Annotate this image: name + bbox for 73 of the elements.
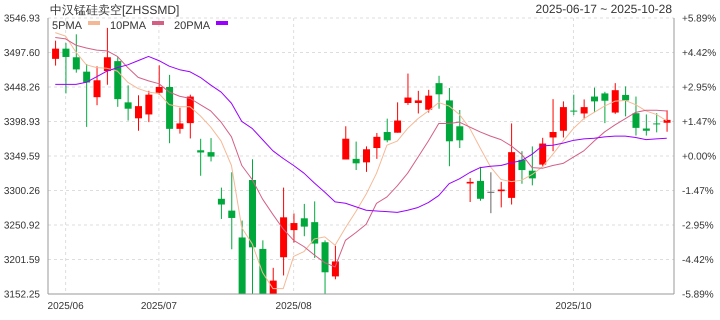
candlestick bbox=[466, 178, 474, 203]
y-tick-label: 3398.93 bbox=[4, 117, 40, 128]
candlestick bbox=[342, 126, 350, 160]
candlestick bbox=[560, 100, 567, 138]
candlestick bbox=[363, 146, 370, 172]
candlestick bbox=[218, 187, 225, 220]
y2-tick-label: -2.95% bbox=[682, 220, 714, 232]
candlestick bbox=[83, 63, 90, 128]
y2-tick-label: +2.95% bbox=[682, 82, 716, 94]
y-tick-label: 3201.59 bbox=[4, 255, 40, 266]
candlestick bbox=[653, 112, 660, 133]
y-tick-label: 3349.59 bbox=[4, 152, 40, 163]
candlestick bbox=[518, 150, 526, 184]
legend-label: 20PMA bbox=[174, 20, 210, 32]
candlestick bbox=[456, 109, 464, 149]
candlestick bbox=[404, 73, 412, 106]
y-tick-label: 3497.60 bbox=[4, 48, 40, 60]
y-tick-label: 3300.26 bbox=[4, 186, 40, 198]
candlestick bbox=[539, 137, 546, 168]
y-tick-label: 3152.25 bbox=[4, 290, 40, 301]
candlestick bbox=[332, 245, 339, 280]
candlestick bbox=[612, 82, 619, 114]
y2-tick-label: -5.89% bbox=[682, 290, 714, 301]
candlestick bbox=[580, 98, 588, 120]
candlestick bbox=[622, 86, 630, 117]
candlestick bbox=[436, 75, 443, 110]
y2-tick-label: +4.42% bbox=[682, 48, 716, 59]
candlestick bbox=[498, 181, 505, 208]
y2-tick-label: +5.89% bbox=[682, 14, 716, 25]
candlestick bbox=[414, 90, 422, 114]
candlestick bbox=[124, 84, 132, 122]
candlestick bbox=[394, 102, 402, 134]
candlestick bbox=[352, 141, 360, 171]
candlestick bbox=[156, 64, 163, 96]
candlestick bbox=[208, 138, 215, 162]
candlestick bbox=[52, 40, 60, 66]
candlestick bbox=[632, 96, 640, 136]
candlestick bbox=[477, 166, 484, 202]
candlestick bbox=[550, 98, 557, 152]
x-tick-label: 2025/08 bbox=[276, 301, 312, 312]
x-tick-label: 2025/07 bbox=[140, 301, 178, 312]
candlestick bbox=[228, 172, 236, 250]
candlestick bbox=[300, 203, 308, 237]
legend-label: 5PMA bbox=[52, 20, 82, 32]
candlestick bbox=[72, 34, 80, 74]
legend-label: 10PMA bbox=[110, 20, 146, 32]
candlestick bbox=[570, 94, 578, 116]
x-tick-label: 2025/10 bbox=[555, 301, 592, 312]
candlestick bbox=[487, 172, 494, 214]
chart-subtitle: 2025-06-17 ~ 2025-10-28 bbox=[536, 2, 672, 16]
y2-tick-label: +0.00% bbox=[682, 152, 716, 163]
candlestick bbox=[145, 90, 152, 123]
y2-tick-label: +1.47% bbox=[682, 117, 716, 128]
candlestick bbox=[384, 118, 391, 143]
candlestick bbox=[94, 66, 101, 106]
line-series bbox=[54, 56, 668, 213]
y2-tick-label: -4.42% bbox=[682, 255, 714, 266]
candlestick bbox=[134, 94, 142, 132]
y-tick-label: 3448.26 bbox=[4, 82, 40, 94]
candlestick bbox=[373, 132, 380, 160]
y-tick-label: 3546.93 bbox=[4, 14, 40, 25]
candlestick bbox=[290, 212, 298, 244]
candlestick bbox=[591, 87, 598, 114]
candlestick bbox=[601, 91, 608, 124]
candlestick bbox=[176, 107, 184, 134]
candlestick bbox=[664, 110, 671, 132]
y2-tick-label: -1.47% bbox=[682, 186, 714, 197]
candlestick bbox=[311, 200, 318, 258]
candlestick bbox=[425, 89, 432, 114]
candlestick bbox=[62, 42, 70, 94]
y-tick-label: 3250.92 bbox=[4, 220, 40, 232]
x-tick-label: 2025/06 bbox=[48, 301, 84, 312]
chart-title: 中汉锰硅卖空[ZHSSMD] bbox=[50, 2, 180, 19]
